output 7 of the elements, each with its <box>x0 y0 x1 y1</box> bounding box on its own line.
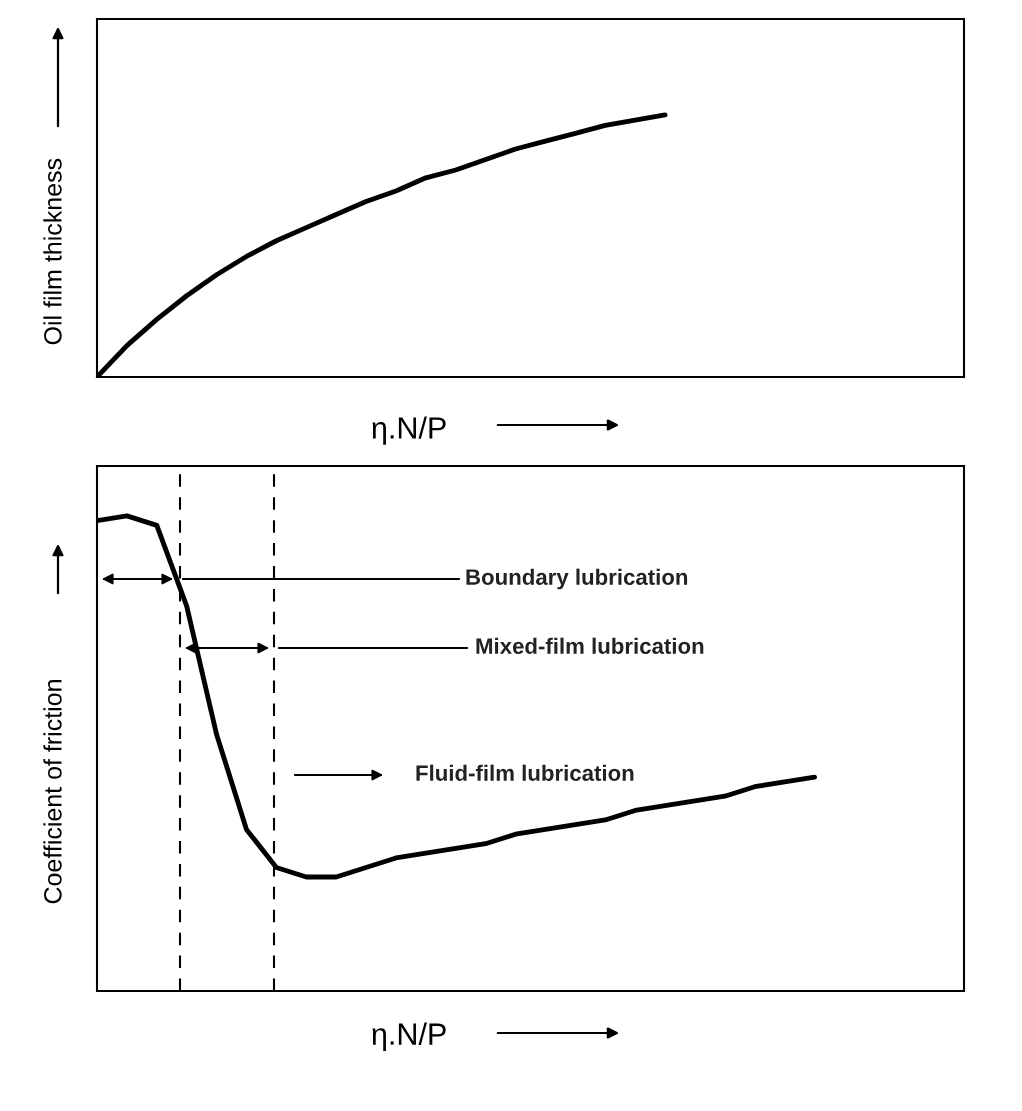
x-axis-title: η.N/P <box>372 416 446 445</box>
annotation: Mixed-film lubrication <box>476 637 704 654</box>
annotation: Boundary lubrication <box>466 568 688 590</box>
annotation: Fluid-film lubrication <box>416 764 634 781</box>
y-axis-title: Coefficient of friction <box>43 680 62 904</box>
y-axis-title: Oil film thickness <box>43 158 62 345</box>
x-axis-title: η.N/P <box>372 1022 446 1051</box>
